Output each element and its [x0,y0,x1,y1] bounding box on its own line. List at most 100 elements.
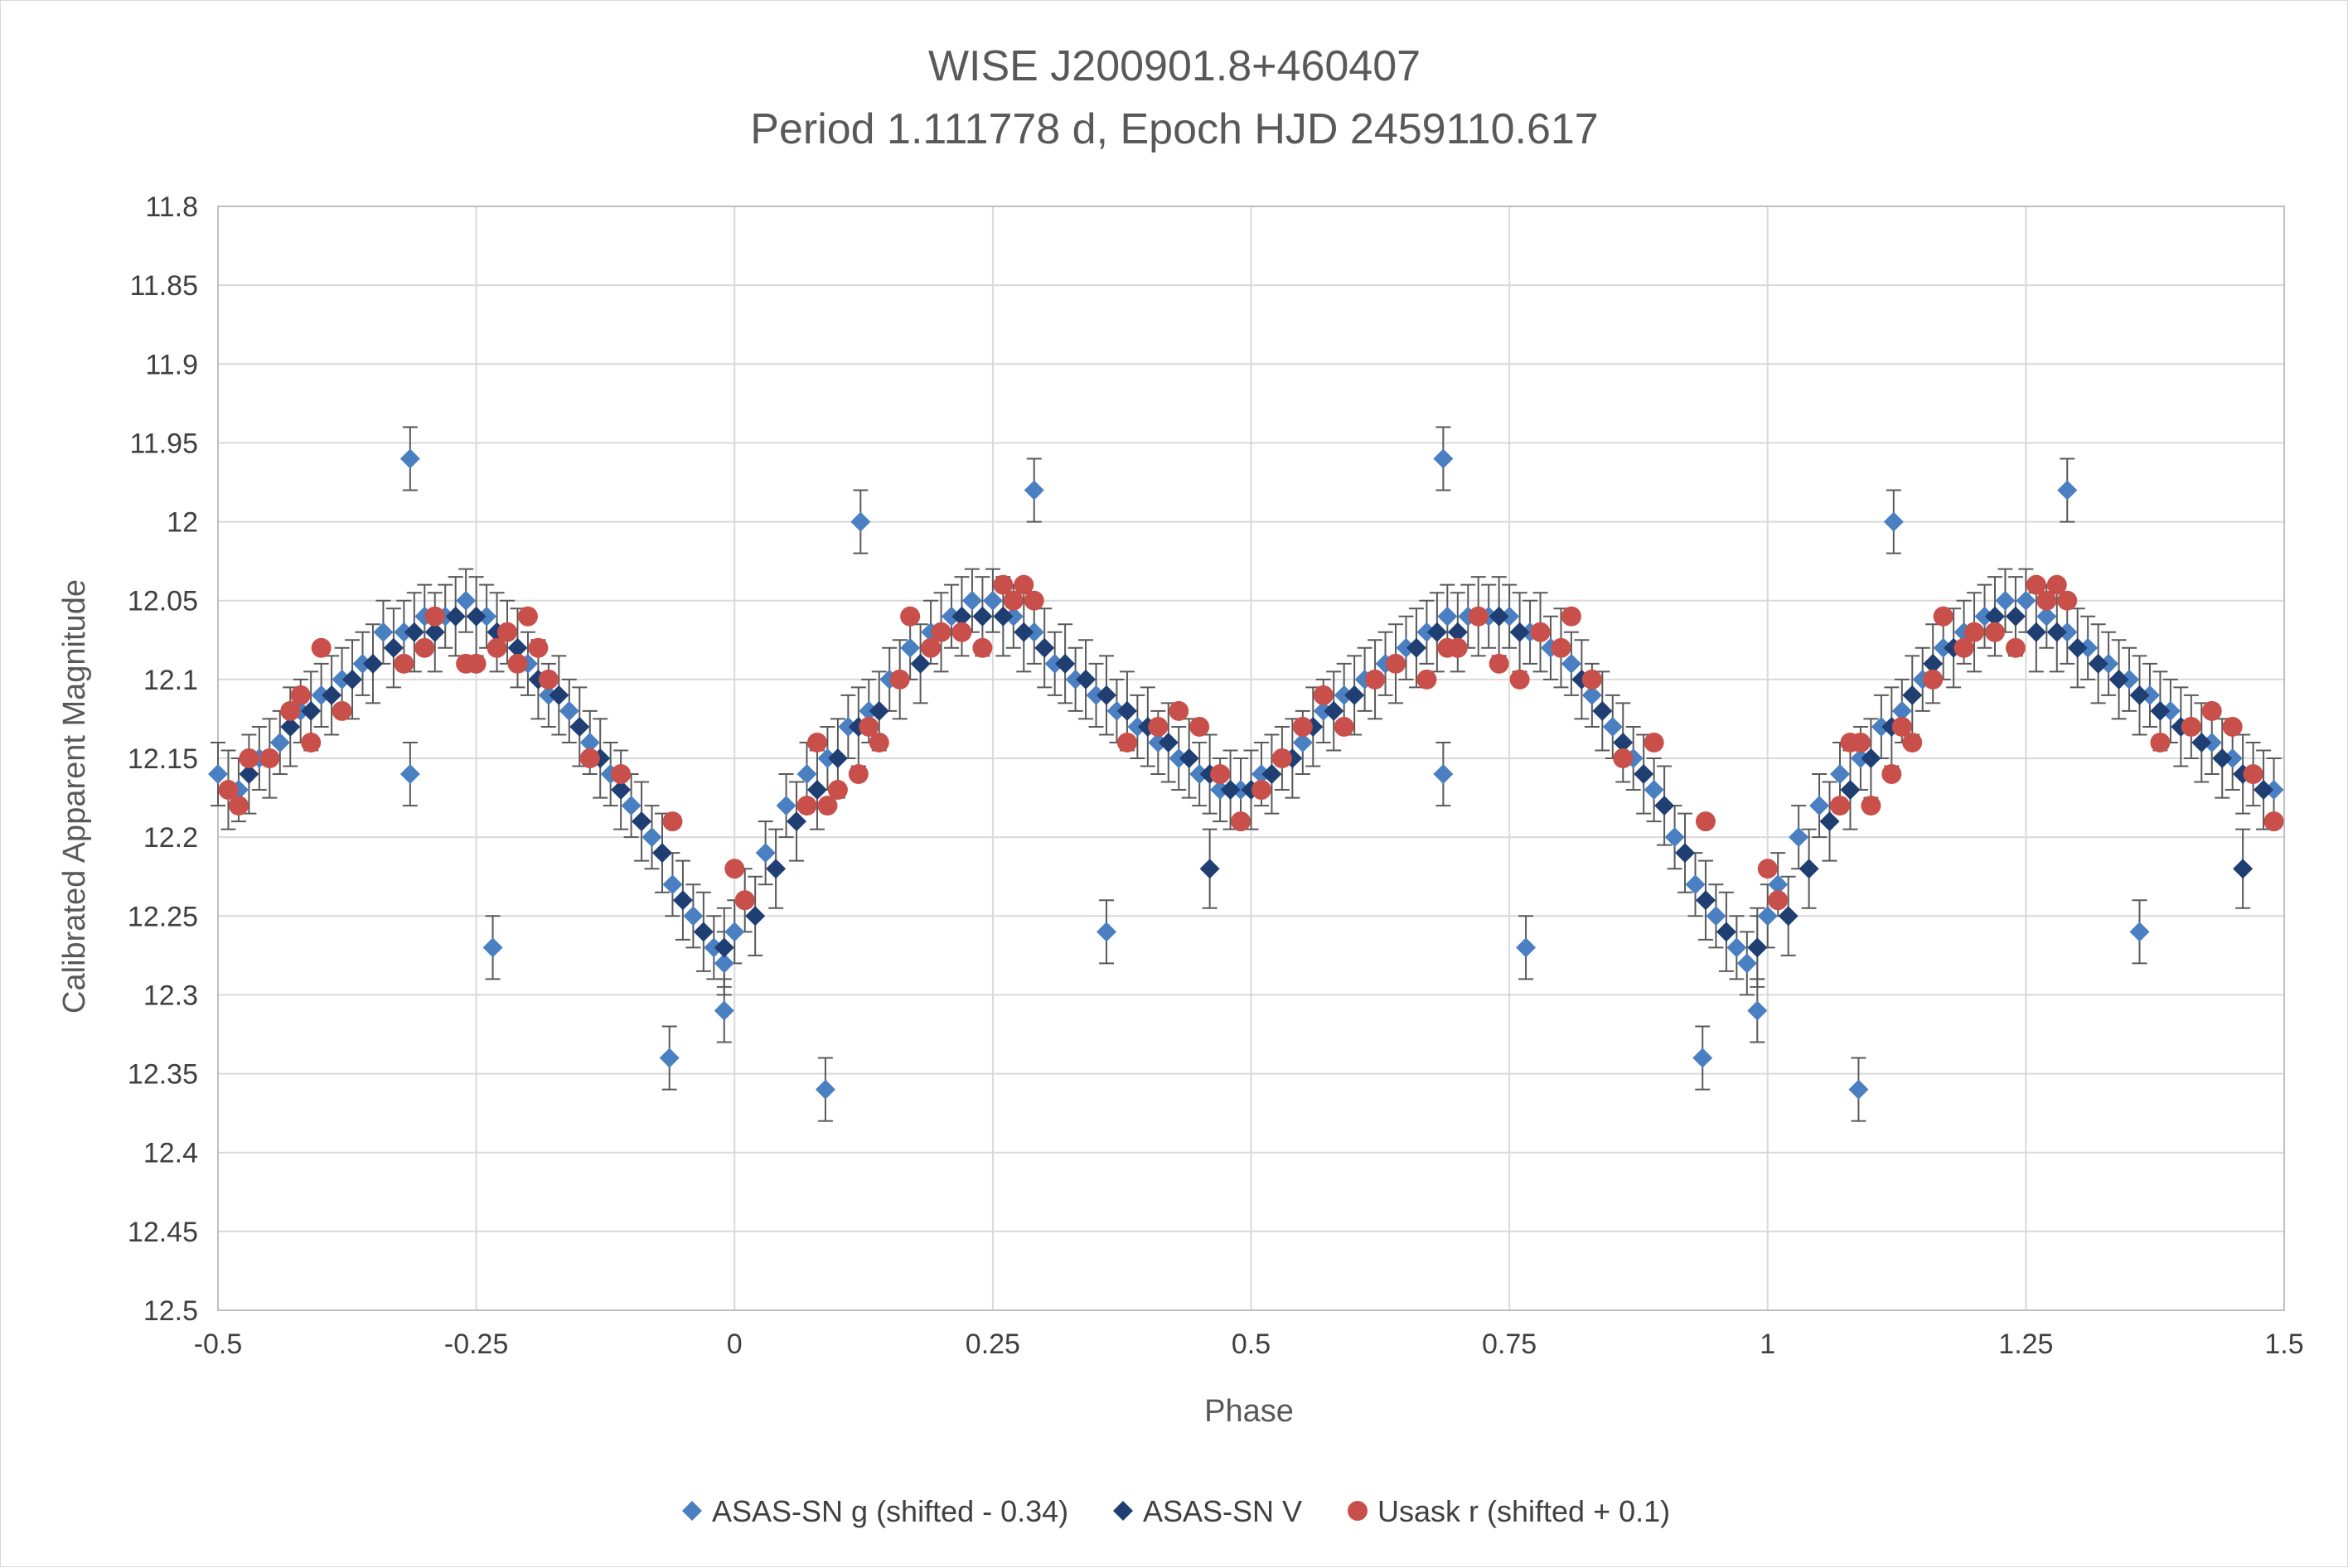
data-point-asas-sn-g [1706,906,1726,927]
data-point-asas-sn-g [1809,796,1830,816]
data-point-usask-r [1695,811,1716,832]
data-point-asas-sn-g [1334,685,1354,705]
data-point-asas-sn-g [2078,637,2099,658]
data-point-usask-r [290,685,311,705]
data-point-asas-sn-g [579,732,600,753]
data-point-asas-sn-v [569,716,590,737]
data-point-usask-r [280,700,301,721]
legend-marker-asas-sn-v [1113,1501,1133,1521]
data-point-usask-r [796,796,817,816]
data-point-asas-sn-v [1747,937,1768,958]
data-point-asas-sn-g [1933,637,1953,658]
data-point-usask-r [466,653,487,674]
data-point-usask-r [2150,732,2171,753]
data-point-asas-sn-v [869,700,889,721]
data-point-asas-sn-g [1231,780,1251,801]
data-point-asas-sn-v [827,748,848,768]
data-point-asas-sn-g [961,590,982,611]
data-point-asas-sn-g [838,716,859,737]
data-point-usask-r [1757,859,1778,879]
data-point-usask-r [424,606,445,627]
data-point-usask-r [2181,716,2201,737]
data-point-usask-r [1850,732,1871,753]
data-point-usask-r [1530,622,1551,642]
legend-label-asas-sn-g: ASAS-SN g (shifted - 0.34) [712,1494,1068,1528]
data-point-asas-sn-g [2016,590,2036,611]
data-point-asas-sn-g [2119,669,2140,690]
data-point-asas-sn-v [2067,637,2088,658]
data-point-asas-sn-v [693,922,714,942]
data-point-asas-sn-g [1768,874,1789,895]
data-point-usask-r [1003,590,1024,611]
data-point-asas-sn-v [2026,622,2046,642]
data-point-asas-sn-g [1581,685,1602,705]
data-point-usask-r [931,622,951,642]
data-point-asas-sn-v [672,890,693,911]
data-point-asas-sn-g [942,606,962,627]
data-point-asas-sn-v [1509,622,1530,642]
data-point-usask-r [1334,716,1354,737]
data-point-usask-r [487,637,507,658]
data-point-usask-r [1830,796,1851,816]
data-point-asas-sn-g [1416,622,1437,642]
data-point-asas-sn-g [559,700,579,721]
data-point-asas-sn-v [362,653,383,674]
data-point-usask-r [2026,574,2046,595]
data-point-asas-sn-v [2191,732,2212,753]
data-point-asas-sn-v [2254,780,2274,801]
data-point-asas-sn-g [1644,780,1664,801]
data-point-usask-r [2243,764,2263,785]
data-point-asas-sn-v [1076,669,1097,690]
data-point-asas-sn-v [632,811,652,832]
data-point-asas-sn-v [1861,748,1881,768]
data-point-asas-sn-v [239,764,259,785]
grid-lines [217,206,2285,1311]
data-point-usask-r [1581,669,1602,690]
data-point-asas-sn-v [1592,700,1613,721]
data-point-usask-r [1231,811,1251,832]
y-tick-label: 12.45 [128,1217,198,1248]
data-point-usask-r [2005,637,2026,658]
x-axis-ticks: -0.5 -0.25 0 0.25 0.5 0.75 1 1.25 1.5 [194,1328,2304,1360]
data-point-asas-sn-g [2222,748,2243,768]
data-point-asas-sn-g [1396,637,1416,658]
data-point-usask-r [1014,574,1034,595]
data-point-asas-sn-g [332,669,352,690]
data-point-asas-sn-v [1799,859,1819,879]
data-point-asas-sn-g [1692,1048,1713,1068]
data-point-asas-sn-v [466,606,487,627]
data-point-asas-sn-g [1433,764,1454,785]
data-point-asas-sn-g [1096,922,1116,942]
data-point-usask-r [2201,700,2222,721]
data-point-asas-sn-v [1034,637,1055,658]
data-point-asas-sn-v [1179,748,1199,768]
x-tick-label: -0.5 [194,1328,243,1360]
data-point-asas-sn-g [1499,606,1520,627]
chart-subtitle: Period 1.111778 d, Epoch HJD 2459110.617 [750,105,1598,153]
data-point-asas-sn-g [394,622,414,642]
data-point-asas-sn-g [456,590,477,611]
data-point-asas-sn-g [2099,653,2119,674]
data-point-asas-sn-g [1726,937,1747,958]
data-point-usask-r [1468,606,1489,627]
data-point-usask-r [1902,732,1923,753]
data-point-usask-r [507,653,528,674]
data-point-asas-sn-g [1024,622,1044,642]
data-point-asas-sn-v [714,937,734,958]
data-point-usask-r [1416,669,1437,690]
x-tick-label: 0 [727,1328,743,1360]
data-point-asas-sn-v [1199,859,1220,879]
data-point-asas-sn-v [1634,764,1654,785]
legend-item-asas-sn-g: ASAS-SN g (shifted - 0.34) [682,1494,1068,1528]
data-point-asas-sn-v [1819,811,1840,832]
data-point-asas-sn-v [1014,622,1034,642]
data-point-usask-r [1644,732,1664,753]
data-point-usask-r [848,764,869,785]
y-tick-label: 12.1 [143,665,198,696]
data-point-asas-sn-g [1891,700,1912,721]
x-axis-title: Phase [1204,1394,1294,1429]
data-point-asas-sn-v [1923,653,1944,674]
data-point-asas-sn-v [2005,606,2026,627]
y-tick-label: 12.05 [128,586,198,617]
data-point-usask-r [1313,685,1334,705]
